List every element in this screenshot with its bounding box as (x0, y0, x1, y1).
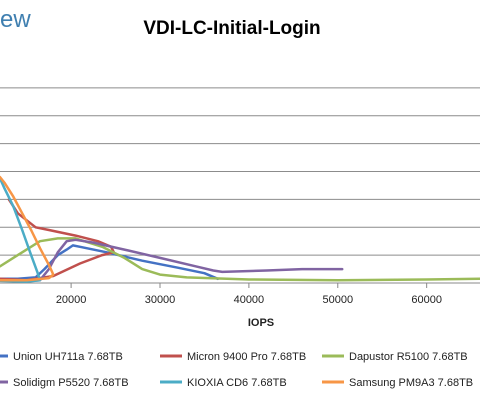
legend-label-3: Solidigm P5520 7.68TB (13, 377, 129, 389)
x-axis-ticks: 20000 30000 40000 50000 60000 (56, 283, 442, 306)
x-tick-label-2: 40000 (234, 294, 265, 306)
legend-label-2: Dapustor R5100 7.68TB (349, 351, 468, 363)
chart-title: VDI-LC-Initial-Login (143, 18, 320, 39)
legend-label-1: Micron 9400 Pro 7.68TB (187, 351, 306, 363)
x-tick-label-3: 50000 (322, 294, 353, 306)
series-line-3 (0, 238, 344, 283)
x-tick-label-1: 30000 (145, 294, 176, 306)
x-tick-label-0: 20000 (56, 294, 87, 306)
series-lines (0, 175, 480, 283)
legend-label-4: KIOXIA CD6 7.68TB (187, 377, 287, 389)
series-line-2 (0, 237, 480, 282)
x-tick-label-4: 60000 (411, 294, 442, 306)
gridlines (0, 87, 480, 256)
series-line-0 (0, 244, 220, 281)
legend: Union UH711a 7.68TB Micron 9400 Pro 7.68T… (0, 351, 473, 389)
legend-label-5: Samsung PM9A3 7.68TB (349, 377, 473, 389)
x-axis-label: IOPS (248, 317, 274, 329)
series-line-5 (0, 175, 55, 282)
brand-logo-text: ew (0, 6, 31, 33)
series-line-4 (0, 177, 42, 283)
legend-label-0: Union UH711a 7.68TB (13, 351, 123, 363)
